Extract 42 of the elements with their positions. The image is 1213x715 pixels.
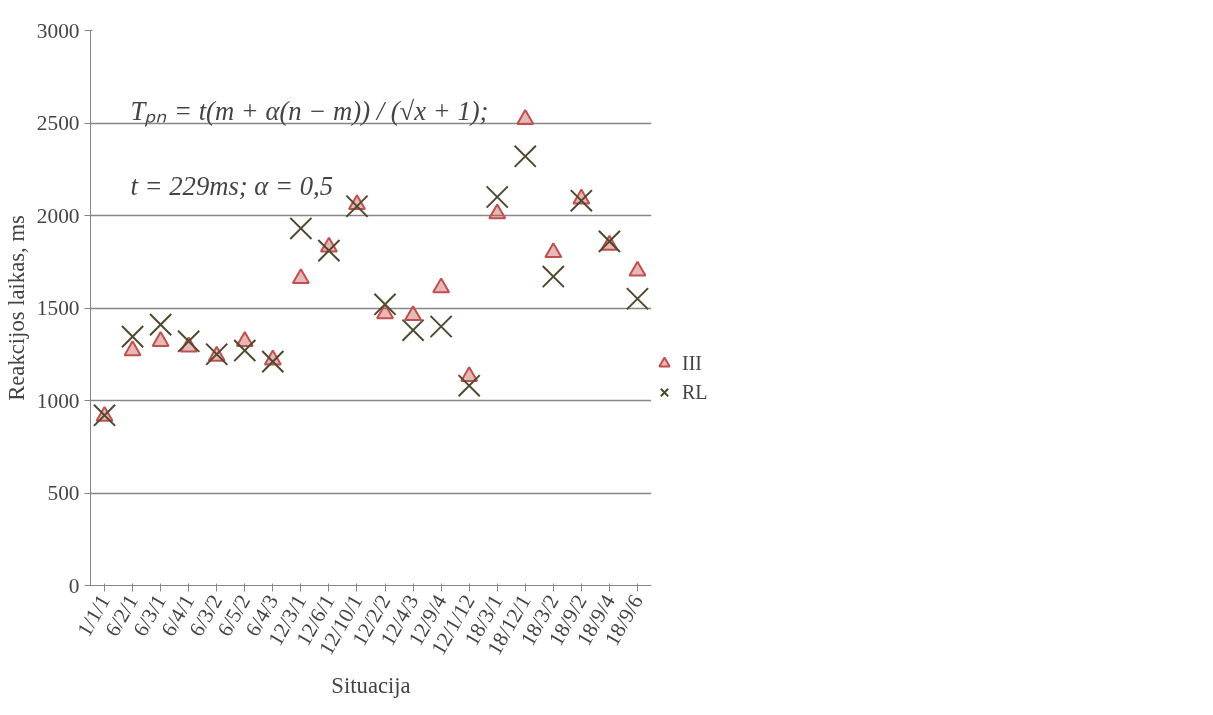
point: [92, 403, 117, 427]
y-tick-label: 1500: [36, 296, 80, 320]
y-axis-title: Reakcijos laikas, ms: [3, 215, 29, 401]
point: [373, 292, 397, 316]
point: [261, 350, 285, 374]
legend-label: RL: [682, 380, 708, 404]
y-tick-label: 3000: [36, 18, 80, 43]
y-tick-label: 1000: [36, 388, 80, 413]
x-axis-title: Situacija: [331, 672, 411, 698]
y-tick-label: 2000: [36, 203, 80, 228]
point: [457, 374, 481, 398]
y-tick-label: 0: [68, 573, 80, 598]
legend-label: III: [682, 351, 702, 375]
point: [149, 313, 173, 337]
annotation: Tₚₙ = t(m + α(n − m)) / (√x + 1);: [130, 95, 489, 127]
point: [404, 305, 423, 322]
point: [120, 325, 145, 349]
y-tick-label: 500: [47, 481, 80, 505]
point: [289, 216, 313, 241]
point: [569, 189, 593, 213]
point: [429, 314, 453, 339]
point: [625, 287, 650, 311]
point: [177, 329, 201, 353]
point: [541, 264, 565, 289]
point: [513, 144, 537, 168]
point: [516, 109, 535, 125]
point: [345, 194, 369, 218]
point: [597, 229, 622, 254]
point: [151, 331, 170, 347]
y-tick-label: 2500: [36, 111, 80, 135]
point: [401, 318, 425, 342]
point: [544, 242, 563, 259]
point: [317, 239, 341, 263]
point: [488, 203, 507, 220]
point: [123, 340, 142, 357]
annotation: t = 229ms; α = 0,5: [130, 170, 333, 201]
point: [432, 277, 451, 294]
point: [291, 268, 310, 285]
point: [628, 260, 647, 277]
point: [233, 338, 257, 363]
point: [485, 185, 509, 209]
point: [376, 303, 395, 320]
